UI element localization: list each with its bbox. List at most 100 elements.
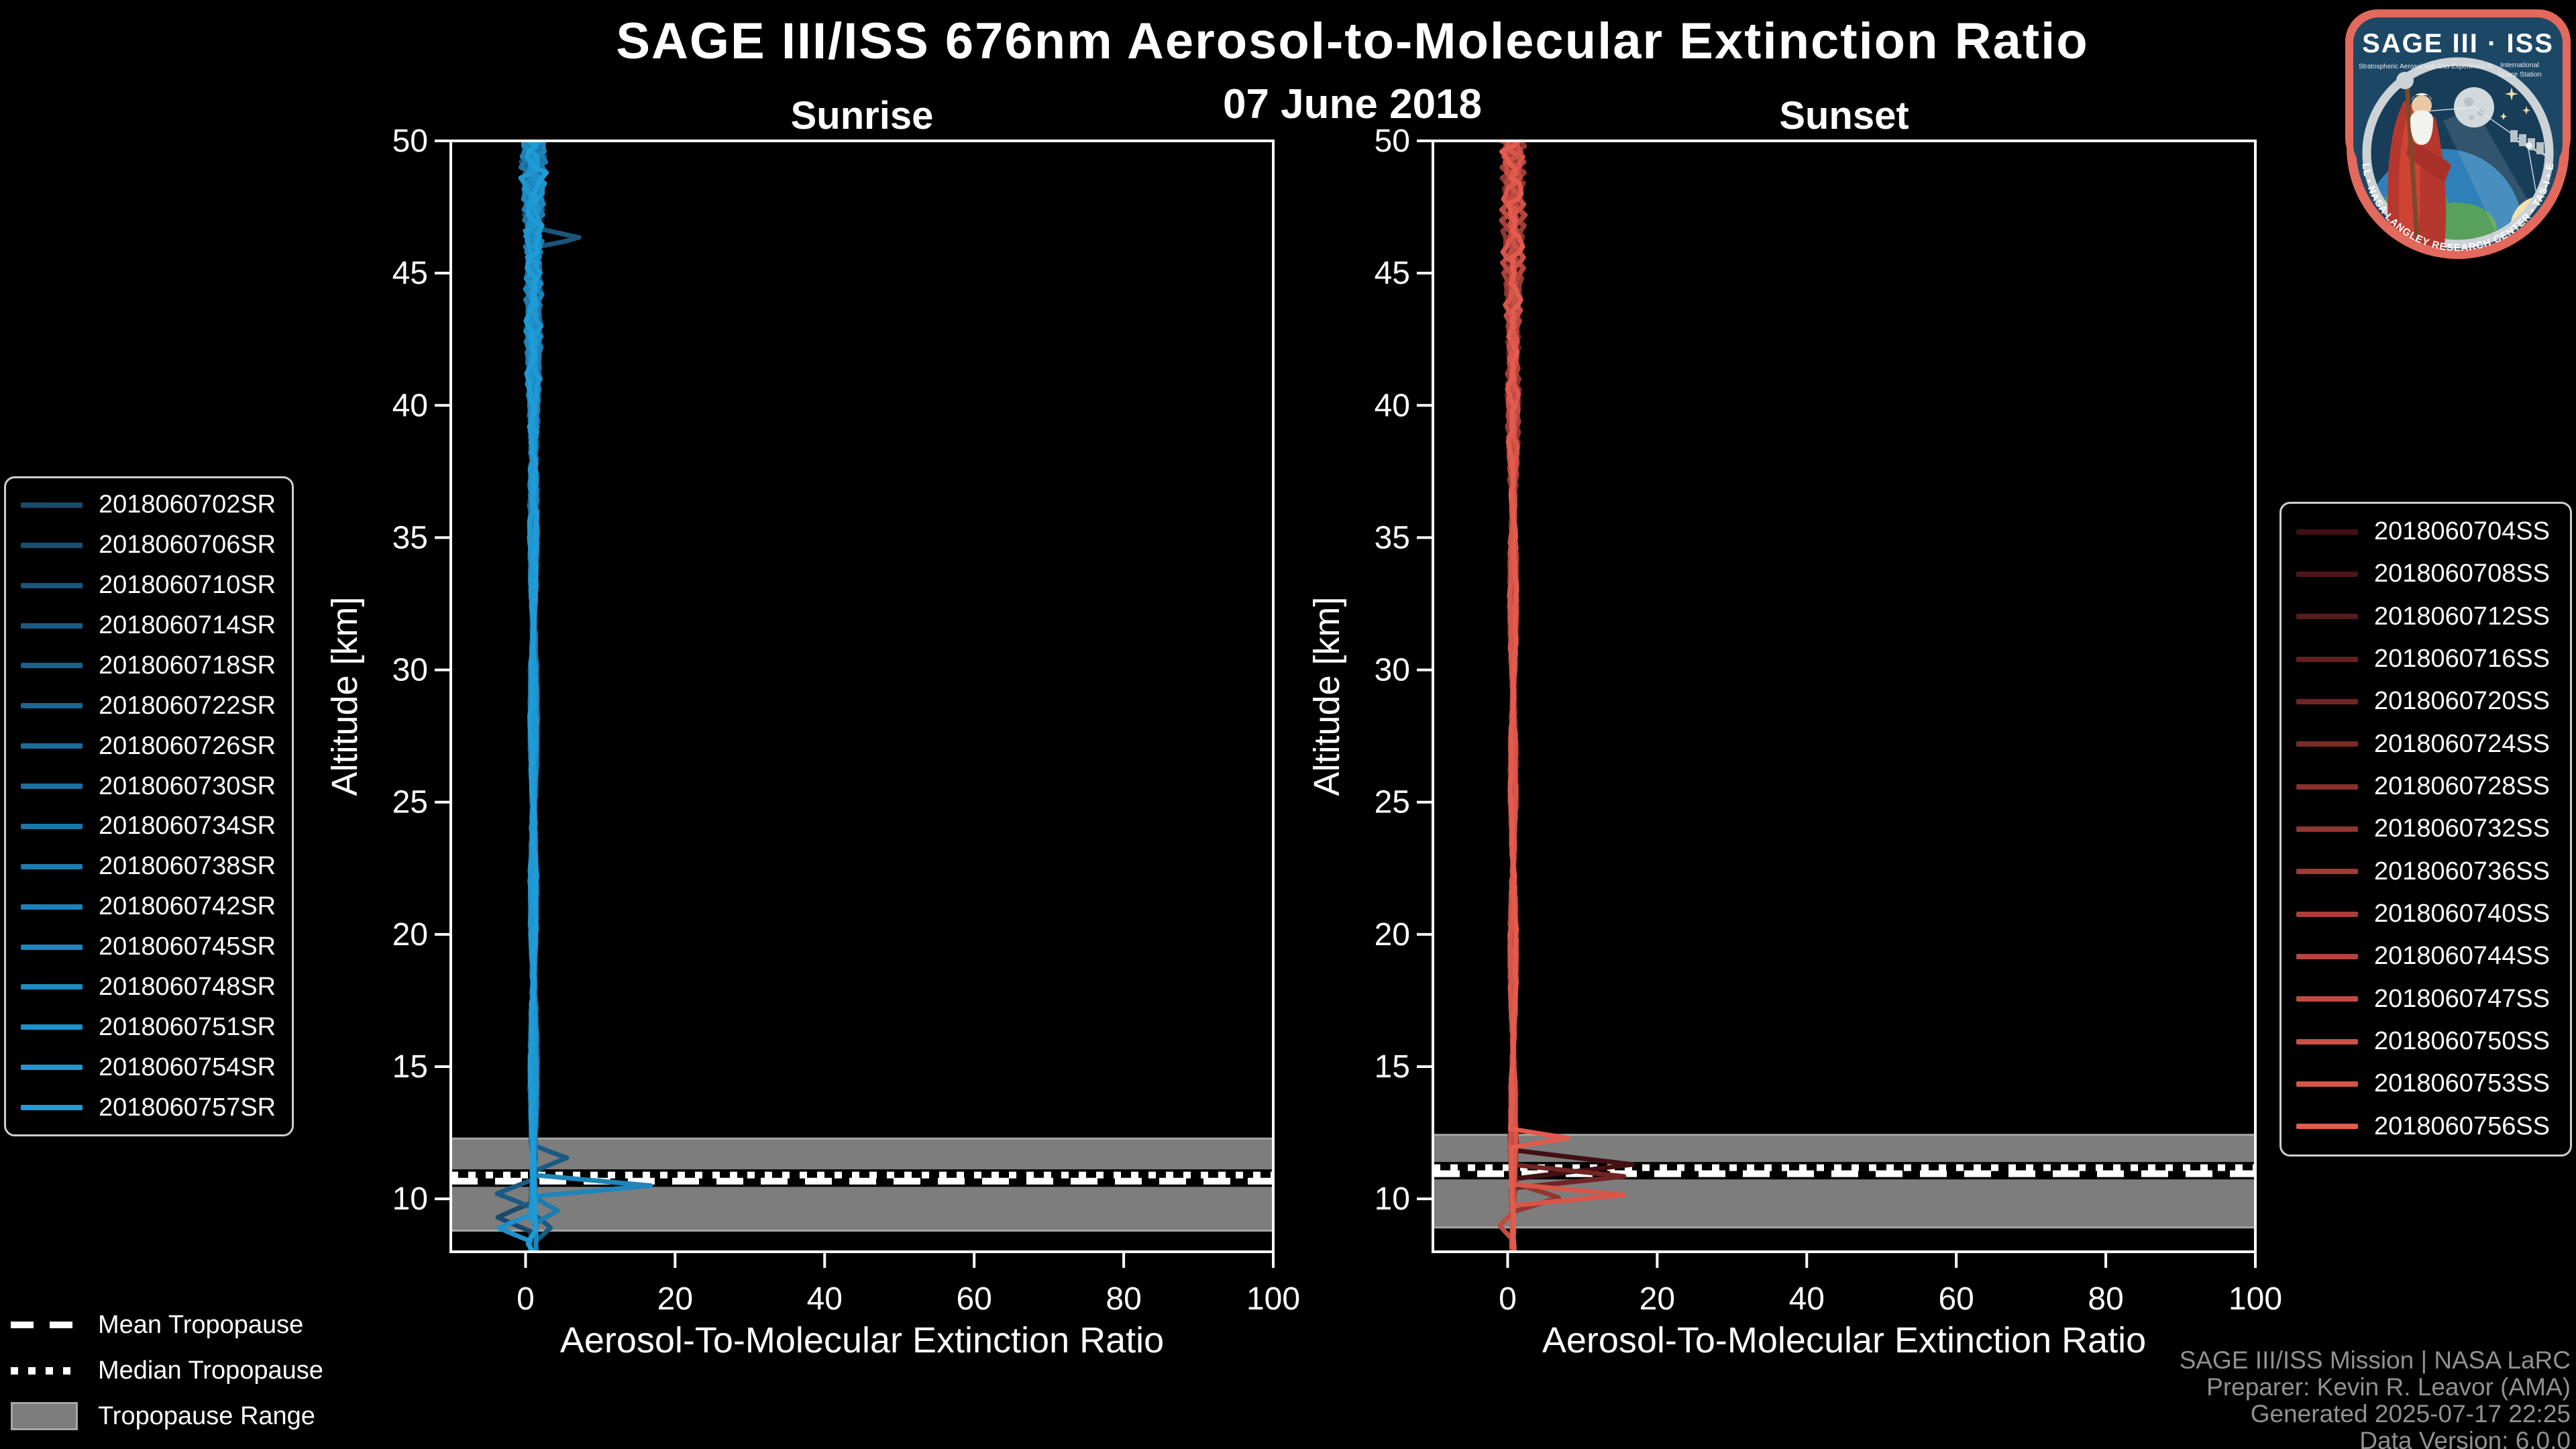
- legend-label: 2018060710SR: [99, 571, 276, 600]
- legend-label: 2018060742SR: [99, 892, 276, 921]
- logo-subtitle-right-2: Space Station: [2498, 70, 2542, 78]
- legend-label: 2018060732SS: [2374, 814, 2551, 843]
- x-tick-label: 0: [1499, 1281, 1517, 1317]
- legend-label: 2018060724SS: [2374, 729, 2551, 758]
- attribution: SAGE III/ISS Mission | NASA LaRC Prepare…: [2180, 1347, 2571, 1449]
- legend-row: 2018060728SS: [2282, 765, 2570, 808]
- legend-label: 2018060712SS: [2374, 602, 2551, 631]
- x-tick-label: 60: [1938, 1281, 1974, 1317]
- legend-label: 2018060744SS: [2374, 942, 2551, 971]
- x-tick-label: 80: [2088, 1281, 2123, 1317]
- legend-label: 2018060734SR: [99, 812, 276, 841]
- legend-line-swatch: [2296, 614, 2358, 620]
- legend-row: 2018060742SR: [6, 887, 292, 927]
- legend-row: 2018060734SR: [6, 806, 292, 847]
- dotted-swatch: [11, 1366, 78, 1375]
- legend-line-swatch: [2296, 953, 2358, 959]
- series-line-2018060756SS: [1499, 141, 1570, 1252]
- y-tick-label: 15: [1375, 1049, 1410, 1085]
- logo-subtitle-right-1: International: [2500, 61, 2539, 69]
- legend-row: 2018060702SR: [6, 485, 292, 525]
- legend-label: 2018060702SR: [99, 490, 276, 519]
- legend-label: 2018060716SS: [2374, 645, 2551, 674]
- legend-label: 2018060757SR: [99, 1093, 276, 1122]
- date-subtitle: 07 June 2018: [1222, 81, 1483, 127]
- y-tick-label: 35: [392, 520, 428, 555]
- band-swatch: [11, 1402, 78, 1430]
- tropopause-legend-row: Median Tropopause: [11, 1355, 323, 1386]
- x-tick-label: 0: [517, 1281, 535, 1317]
- y-tick-label: 40: [392, 388, 428, 423]
- x-tick-label: 40: [1789, 1281, 1825, 1317]
- series-line-2018060757SR: [523, 141, 549, 1252]
- x-tick-label: 100: [2229, 1281, 2282, 1317]
- legend-row: 2018060740SS: [2282, 893, 2570, 935]
- legend-line-swatch: [2296, 911, 2358, 917]
- legend-line-swatch: [2296, 741, 2358, 747]
- legend-line-swatch: [21, 863, 83, 869]
- y-tick-label: 20: [392, 917, 428, 953]
- legend-line-swatch: [2296, 996, 2358, 1002]
- legend-line-swatch: [2296, 1081, 2358, 1087]
- legend-label: 2018060718SR: [99, 651, 276, 680]
- y-tick-label: 30: [1375, 653, 1410, 688]
- y-tick-label: 20: [1375, 917, 1410, 953]
- legend-label: 2018060740SS: [2374, 900, 2551, 928]
- series-line-2018060754SR: [518, 141, 543, 1223]
- legend-line-swatch: [21, 904, 83, 910]
- y-tick-label: 30: [392, 653, 428, 688]
- tropopause-legend-row: Tropopause Range: [11, 1401, 323, 1432]
- legend-row: 2018060718SR: [6, 646, 292, 686]
- legend-line-swatch: [21, 663, 83, 669]
- series-line-2018060720SS: [1502, 141, 1627, 1228]
- panel-sunrise: 0 20 40 60 80 100 10 15 20 25 30 35 40 45 50 Sunrise Aer…: [325, 94, 1300, 1360]
- legend-label: 2018060708SS: [2374, 559, 2551, 588]
- logo-ring: [2362, 57, 2554, 249]
- legend-label: 2018060738SR: [99, 852, 276, 881]
- legend-row: 2018060738SR: [6, 847, 292, 887]
- tropopause-legend: Mean Tropopause Median Tropopause Tropopau…: [11, 1309, 323, 1432]
- y-tick-label: 10: [392, 1181, 428, 1217]
- series-line-2018060704SS: [1505, 141, 1635, 1238]
- y-axis-title: Altitude [km]: [325, 596, 365, 796]
- x-tick-label: 20: [657, 1281, 693, 1317]
- legend-line-swatch: [21, 743, 83, 749]
- sage-iii-iss-logo: SAGE III · ISS Stratospheric Aerosol and…: [2343, 7, 2571, 259]
- legend-row: 2018060748SR: [6, 967, 292, 1008]
- legend-row: 2018060726SR: [6, 726, 292, 766]
- legend-row: 2018060724SS: [2282, 723, 2570, 765]
- panel-sunset: 0 20 40 60 80 100 10 15 20 25 30 35 40 45 50 Sunset Aero…: [1307, 94, 2282, 1360]
- logo-subtitle-left: Stratospheric Aerosol and Gas Experiment…: [2359, 63, 2493, 70]
- x-axis-title: Aerosol-To-Molecular Extinction Ratio: [560, 1320, 1164, 1360]
- legend-label: 2018060714SR: [99, 611, 276, 640]
- dashed-swatch: [11, 1322, 78, 1328]
- tropopause-legend-row: Mean Tropopause: [11, 1309, 323, 1340]
- legend-row: 2018060722SR: [6, 686, 292, 726]
- legend-row: 2018060745SR: [6, 927, 292, 967]
- legend-sunset: 2018060704SS 2018060708SS 2018060712SS 2018…: [2279, 502, 2572, 1157]
- logo-iss: [2510, 130, 2545, 157]
- series-line-2018060745SR: [523, 141, 653, 1252]
- y-tick-label: 10: [1375, 1181, 1410, 1217]
- legend-line-swatch: [2296, 784, 2358, 790]
- legend-label: 2018060728SS: [2374, 772, 2551, 801]
- y-tick-label: 50: [392, 123, 428, 159]
- page-title: SAGE III/ISS 676nm Aerosol-to-Molecular …: [616, 13, 2089, 70]
- axes-box: [449, 140, 1275, 1253]
- legend-line-swatch: [21, 1065, 83, 1071]
- y-tick-label: 35: [1375, 520, 1410, 555]
- legend-line-swatch: [2296, 656, 2358, 662]
- legend-row: 2018060757SR: [6, 1087, 292, 1128]
- legend-row: 2018060753SS: [2282, 1063, 2570, 1105]
- legend-line-swatch: [21, 1024, 83, 1030]
- attribution-generated: Generated 2025-07-17 22:25: [2250, 1400, 2571, 1428]
- logo-sage-figure: [2387, 72, 2451, 250]
- y-tick-label: 45: [392, 256, 428, 291]
- legend-line-swatch: [2296, 869, 2358, 875]
- legend-row: 2018060750SS: [2282, 1020, 2570, 1063]
- legend-line-swatch: [2296, 826, 2358, 832]
- logo-title: SAGE III · ISS: [2362, 29, 2554, 58]
- legend-line-swatch: [2296, 698, 2358, 704]
- legend-row: 2018060747SS: [2282, 978, 2570, 1020]
